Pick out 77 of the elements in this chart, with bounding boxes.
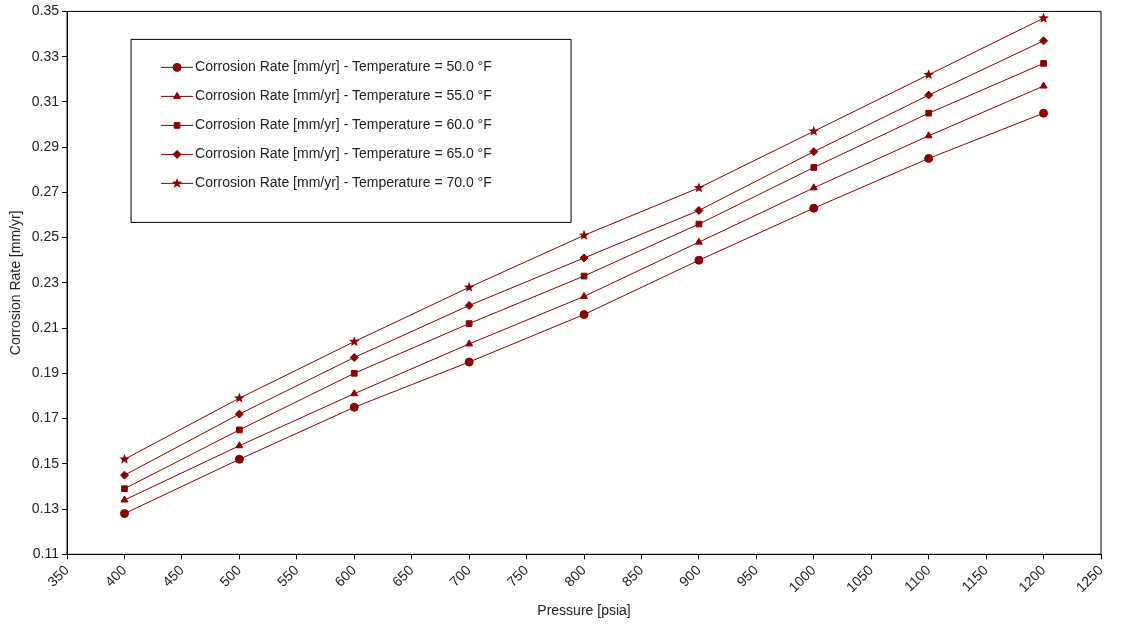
point — [350, 389, 359, 397]
x-axis-title: Pressure [psia] — [537, 602, 631, 619]
x-tick-label: 550 — [273, 561, 302, 590]
point — [349, 402, 359, 412]
legend-label: Corrosion Rate [mm/yr] - Temperature = 50.0 °F — [195, 58, 492, 75]
point — [809, 203, 819, 213]
point — [119, 470, 129, 480]
point — [580, 272, 588, 280]
x-tick-label: 900 — [675, 561, 704, 590]
point — [1040, 60, 1047, 67]
y-tick-label: 0.33 — [31, 47, 60, 64]
point — [809, 147, 819, 157]
y-tick-label: 0.31 — [31, 92, 60, 109]
point — [121, 485, 128, 493]
x-tick-label: 450 — [158, 561, 187, 590]
y-tick-label: 0.27 — [31, 183, 60, 200]
point — [693, 182, 705, 193]
point — [349, 336, 360, 347]
legend-label: Corrosion Rate [mm/yr] - Temperature = 55.0 °F — [195, 87, 492, 104]
point — [808, 125, 820, 136]
point — [1039, 108, 1049, 118]
legend-label: Corrosion Rate [mm/yr] - Temperature = 60.0 °F — [195, 116, 492, 133]
point — [579, 310, 589, 320]
x-tick-label: 850 — [618, 561, 647, 590]
point — [924, 90, 934, 100]
point — [234, 454, 244, 464]
x-tick-label: 600 — [331, 561, 360, 590]
y-tick-label: 0.11 — [32, 545, 60, 562]
point — [694, 237, 703, 245]
point — [695, 220, 703, 228]
point — [809, 183, 818, 191]
point — [1038, 12, 1049, 23]
point — [234, 409, 244, 419]
point — [1039, 81, 1048, 89]
point — [350, 370, 358, 377]
y-tick-label: 0.13 — [31, 499, 60, 516]
point — [694, 255, 704, 265]
legend-label: Corrosion Rate [mm/yr] - Temperature = 65.0 °F — [195, 145, 492, 162]
point — [923, 69, 934, 80]
x-tick-label: 800 — [561, 561, 590, 590]
y-tick-label: 0.19 — [31, 364, 60, 381]
legend-label: Corrosion Rate [mm/yr] - Temperature = 70.0 °F — [195, 174, 492, 191]
point — [580, 291, 588, 299]
y-tick-label: 0.25 — [31, 228, 60, 245]
point — [694, 205, 704, 215]
x-tick-label: 500 — [216, 561, 245, 590]
point — [578, 229, 590, 240]
point — [235, 441, 244, 449]
y-tick-label: 0.21 — [31, 318, 60, 335]
x-tick-label: 650 — [388, 561, 417, 590]
point — [119, 509, 129, 519]
point — [1039, 36, 1049, 46]
point — [234, 392, 245, 403]
y-axis-title: Corrosion Rate [mm/yr] — [7, 210, 24, 356]
y-tick-label: 0.15 — [31, 454, 60, 471]
point — [810, 164, 818, 171]
x-tick-label: 750 — [503, 561, 532, 590]
point — [464, 357, 474, 367]
y-tick-label: 0.29 — [31, 137, 60, 154]
y-tick-label: 0.35 — [31, 2, 60, 19]
point — [119, 453, 130, 464]
point — [349, 353, 359, 362]
y-tick-label: 0.23 — [31, 273, 60, 290]
x-tick-label: 400 — [101, 561, 130, 590]
point — [464, 300, 474, 310]
point — [465, 320, 473, 327]
x-tick-label: 950 — [733, 561, 762, 590]
point — [579, 253, 589, 263]
point — [925, 109, 932, 117]
x-tick-label: 700 — [446, 561, 475, 590]
point — [236, 426, 243, 434]
y-tick-label: 0.17 — [31, 409, 60, 426]
point — [120, 495, 129, 503]
point — [465, 339, 474, 347]
point — [924, 153, 934, 163]
point — [924, 131, 933, 139]
x-tick-label: 350 — [44, 561, 73, 590]
